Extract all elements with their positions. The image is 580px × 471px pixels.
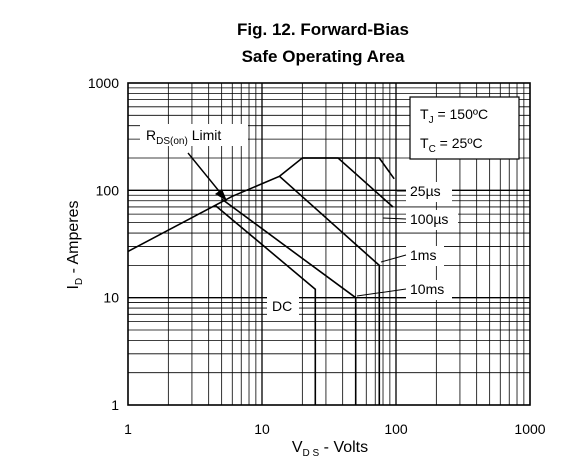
label-10ms-bg xyxy=(406,280,452,300)
rds-label-bg xyxy=(140,124,248,146)
rds-arrow-head xyxy=(215,189,227,201)
label-1ms-bg xyxy=(406,246,444,266)
chart-title-line-2: Safe Operating Area xyxy=(242,47,405,66)
series-line-100-s xyxy=(278,157,394,208)
label-25us-bg xyxy=(406,182,452,202)
x-axis-label: VD S - Volts xyxy=(292,439,368,459)
label-100us: 100µs xyxy=(410,211,448,227)
x-tick-label: 1 xyxy=(124,421,132,437)
y-tick-label: 1 xyxy=(111,397,119,413)
rds-arrow-line xyxy=(187,152,224,197)
leader-100us xyxy=(382,217,407,220)
series-line-10ms xyxy=(221,198,357,405)
y-axis-label: ID - Amperes xyxy=(65,200,85,289)
dc-label-bg xyxy=(267,295,299,315)
x-tick-label: 10 xyxy=(254,421,270,437)
leader-10ms xyxy=(356,288,407,297)
tick-labels: 1 10 100 1000 1 10 100 1000 xyxy=(88,75,546,437)
conditions-box xyxy=(409,96,520,160)
series-line-1ms xyxy=(231,175,381,405)
chart-title-line-1: Fig. 12. Forward-Bias xyxy=(237,20,409,39)
x-tick-label: 100 xyxy=(384,421,408,437)
series-line-rds-on-limit xyxy=(127,195,233,253)
label-10ms: 10ms xyxy=(410,281,444,297)
dc-label: DC xyxy=(272,298,292,314)
y-tick-label: 10 xyxy=(103,290,119,306)
series-line-25-s xyxy=(302,157,395,180)
y-tick-label: 100 xyxy=(96,182,120,198)
series-line-dc xyxy=(214,204,317,405)
plot-frame xyxy=(127,82,531,406)
condition-tj: TJ = 150ºC xyxy=(420,106,488,126)
label-25us: 25µs xyxy=(410,183,441,199)
condition-tc: TC = 25ºC xyxy=(420,135,483,155)
label-1ms: 1ms xyxy=(410,247,436,263)
label-100us-bg xyxy=(406,210,458,230)
x-tick-label: 1000 xyxy=(514,421,545,437)
leader-1ms xyxy=(380,254,407,263)
y-tick-label: 1000 xyxy=(88,75,119,91)
rds-on-limit-label: RDS(on) Limit xyxy=(146,127,221,147)
series-lines xyxy=(127,157,395,405)
